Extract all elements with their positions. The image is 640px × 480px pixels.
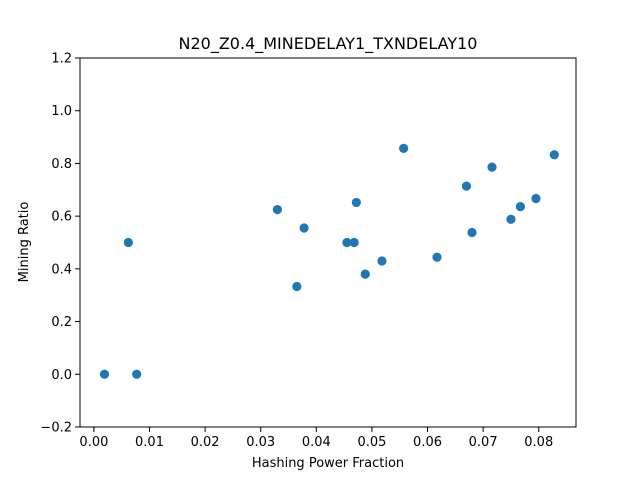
- y-tick-label: −0.2: [40, 421, 72, 436]
- x-tick-label: 0.01: [135, 435, 164, 450]
- x-axis-label: Hashing Power Fraction: [252, 456, 404, 471]
- y-tick-label: 0.6: [51, 210, 72, 225]
- data-point: [461, 181, 472, 191]
- data-point: [292, 281, 302, 292]
- data-point: [99, 369, 110, 379]
- data-point: [360, 269, 370, 279]
- x-tick-label: 0.06: [413, 435, 442, 450]
- plot-area: [79, 57, 577, 428]
- data-point: [299, 223, 309, 233]
- x-tick-label: 0.04: [302, 435, 331, 450]
- data-point: [487, 162, 497, 172]
- data-point: [467, 227, 477, 238]
- x-tick-label: 0.02: [191, 435, 220, 450]
- x-tick-label: 0.00: [79, 435, 108, 450]
- y-tick-label: 0.2: [51, 315, 72, 330]
- data-point: [272, 204, 282, 215]
- y-tick-label: 0.0: [51, 368, 72, 383]
- data-point: [531, 193, 541, 204]
- data-point: [123, 237, 133, 248]
- y-tick-label: 1.0: [51, 104, 72, 119]
- data-point: [506, 214, 516, 224]
- x-tick-label: 0.05: [357, 435, 386, 450]
- chart-title: N20_Z0.4_MINEDELAY1_TXNDELAY10: [179, 34, 478, 54]
- y-axis-label: Mining Ratio: [17, 202, 32, 283]
- data-point: [349, 237, 359, 248]
- data-point: [342, 237, 352, 248]
- x-axis: 0.00 0.01 0.02 0.03 0.04 0.05 0.06 0.07 0.08: [79, 427, 553, 450]
- data-point: [351, 197, 361, 208]
- x-tick-label: 0.08: [524, 435, 553, 450]
- x-tick-label: 0.03: [246, 435, 275, 450]
- data-point: [549, 150, 559, 160]
- data-point: [515, 202, 525, 212]
- y-axis: −0.2 0.0 0.2 0.4 0.6 0.8 1.0 1.2: [40, 52, 80, 436]
- data-point: [432, 252, 442, 262]
- y-tick-label: 1.2: [51, 52, 72, 67]
- data-point: [399, 143, 409, 154]
- y-tick-label: 0.8: [51, 157, 72, 172]
- y-tick-label: 0.4: [51, 262, 72, 277]
- data-points: [99, 143, 559, 379]
- x-tick-label: 0.07: [469, 435, 498, 450]
- data-point: [377, 256, 387, 266]
- plot-frame: [79, 57, 577, 428]
- data-point: [132, 369, 142, 379]
